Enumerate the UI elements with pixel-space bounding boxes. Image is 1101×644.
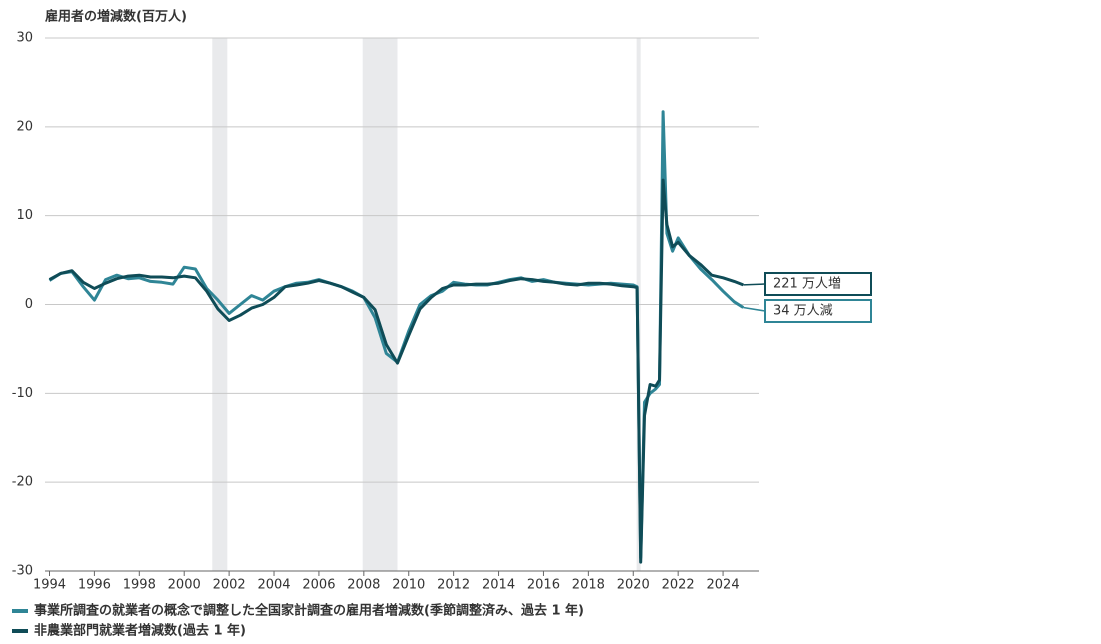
annotation-leader: [743, 306, 766, 312]
legend-label: 事業所調査の就業者の概念で調整した全国家計調査の雇用者増減数(季節調整済み、過去…: [34, 603, 584, 619]
x-tick-label: 2008: [347, 578, 380, 593]
y-tick-label: -20: [12, 475, 33, 490]
x-tick-label: 1998: [123, 578, 156, 593]
chart-title: 雇用者の増減数(百万人): [45, 9, 187, 25]
x-tick-label: 2004: [257, 578, 290, 593]
x-tick-label: 1996: [78, 578, 111, 593]
x-tick-label: 2022: [662, 578, 695, 593]
x-tick-label: 2002: [213, 578, 246, 593]
x-tick-label: 2016: [527, 578, 560, 593]
legend-label: 非農業部門就業者増減数(過去 1 年): [34, 623, 246, 639]
y-tick-label: 0: [25, 297, 33, 312]
x-tick-label: 2018: [572, 578, 605, 593]
annotation-box: [764, 272, 872, 296]
x-tick-label: 2006: [302, 578, 335, 593]
annotation-box: [764, 299, 872, 323]
y-tick-label: 30: [16, 31, 33, 46]
x-tick-label: 2010: [392, 578, 425, 593]
x-tick-label: 2024: [707, 578, 740, 593]
series-line: [48, 178, 744, 564]
x-tick-label: 2000: [168, 578, 201, 593]
x-tick-label: 2020: [617, 578, 650, 593]
y-tick-label: 20: [16, 119, 33, 134]
x-tick-label: 2012: [437, 578, 470, 593]
y-tick-label: 10: [16, 208, 33, 223]
x-tick-label: 2014: [482, 578, 515, 593]
x-tick-label: 1994: [33, 578, 66, 593]
y-tick-label: -10: [12, 386, 33, 401]
y-tick-label: -30: [12, 564, 33, 579]
annotation-text: 34 万人減: [773, 303, 833, 319]
annotation-text: 221 万人増: [773, 277, 841, 292]
annotation-leader: [743, 283, 766, 286]
